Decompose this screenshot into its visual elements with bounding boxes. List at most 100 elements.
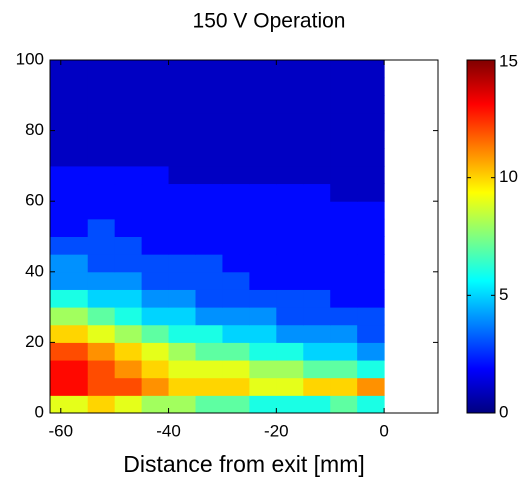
x-tick-label: -20 (264, 421, 289, 440)
heat-cell (330, 377, 358, 396)
heat-cell (303, 130, 331, 149)
heat-cell (357, 95, 385, 114)
heat-cell (50, 148, 89, 167)
heat-cell (303, 218, 331, 237)
heat-cell (330, 112, 358, 132)
heat-cell (114, 360, 143, 379)
heat-cell (141, 60, 170, 79)
heat-cell (87, 254, 116, 273)
heat-cell (195, 342, 223, 361)
heat-cell (87, 60, 116, 79)
heat-cell (276, 165, 304, 185)
heat-cell (141, 112, 170, 132)
heat-cell (276, 324, 304, 343)
heat-cell (141, 360, 170, 379)
heat-cell (330, 165, 358, 185)
heat-cell (141, 254, 170, 273)
heat-cell (357, 271, 385, 290)
heat-cell (249, 342, 277, 361)
heat-cell (357, 236, 385, 255)
heat-cell (195, 112, 223, 132)
heat-cell (357, 360, 385, 379)
heat-cell (222, 342, 250, 361)
heat-cell (357, 148, 385, 167)
heat-cell (114, 307, 143, 326)
heat-cell (50, 289, 89, 308)
heat-cell (357, 395, 385, 414)
heat-cell (249, 254, 277, 273)
heat-cell (195, 60, 223, 79)
heat-cell (87, 165, 116, 185)
heat-cell (276, 130, 304, 149)
heat-cell (87, 307, 116, 326)
y-tick-label: 0 (35, 402, 44, 421)
heat-cell (249, 324, 277, 343)
heat-cell (357, 289, 385, 308)
heat-cell (357, 254, 385, 273)
heat-cell (357, 77, 385, 96)
heat-cell (50, 77, 89, 96)
heat-cell (222, 130, 250, 149)
heat-cell (87, 271, 116, 290)
heat-cell (195, 201, 223, 220)
heat-cell (303, 395, 331, 414)
heat-cell (249, 236, 277, 255)
heat-cell (276, 342, 304, 361)
heat-cell (222, 112, 250, 132)
heat-cell (222, 254, 250, 273)
heat-cell (195, 165, 223, 185)
heat-cell (50, 165, 89, 185)
heat-cell (114, 183, 143, 202)
heat-cell (87, 201, 116, 220)
heat-cell (50, 395, 89, 414)
heat-cell (141, 395, 170, 414)
heat-cell (222, 360, 250, 379)
heat-cell (330, 148, 358, 167)
heat-cell (276, 201, 304, 220)
heat-cell (50, 112, 89, 132)
heat-cell (330, 183, 358, 202)
heat-cell (276, 289, 304, 308)
heat-cell (114, 218, 143, 237)
heat-cell (141, 307, 170, 326)
heat-cell (168, 307, 196, 326)
heat-cell (114, 165, 143, 185)
heat-cell (141, 342, 170, 361)
heat-cell (168, 271, 196, 290)
heat-cell (87, 377, 116, 396)
heat-cell (330, 395, 358, 414)
heat-cell (303, 148, 331, 167)
heat-cell (276, 307, 304, 326)
heat-cell (303, 236, 331, 255)
heat-cell (222, 324, 250, 343)
heat-cell (276, 218, 304, 237)
heat-cell (303, 324, 331, 343)
heat-cell (87, 183, 116, 202)
heat-cell (303, 377, 331, 396)
heat-cell (195, 236, 223, 255)
heat-cell (87, 130, 116, 149)
heat-cell (168, 201, 196, 220)
x-tick-label: -60 (48, 421, 73, 440)
colorbar (466, 59, 496, 414)
heat-cell (357, 183, 385, 202)
heat-cell (276, 183, 304, 202)
heat-cell (114, 236, 143, 255)
heat-cell (303, 342, 331, 361)
colorbar-tick-label: 10 (499, 167, 518, 186)
heat-cell (222, 77, 250, 96)
heat-cell (276, 148, 304, 167)
y-tick-label: 60 (25, 191, 44, 210)
heat-cell (50, 201, 89, 220)
heat-cell (222, 148, 250, 167)
heat-cell (168, 112, 196, 132)
heat-cell (303, 271, 331, 290)
heat-cell (330, 289, 358, 308)
heat-cell (222, 395, 250, 414)
heat-cell (141, 183, 170, 202)
heat-cell (50, 360, 89, 379)
heat-cell (141, 130, 170, 149)
heat-cell (222, 95, 250, 114)
heat-cell (87, 77, 116, 96)
heat-cell (114, 60, 143, 79)
